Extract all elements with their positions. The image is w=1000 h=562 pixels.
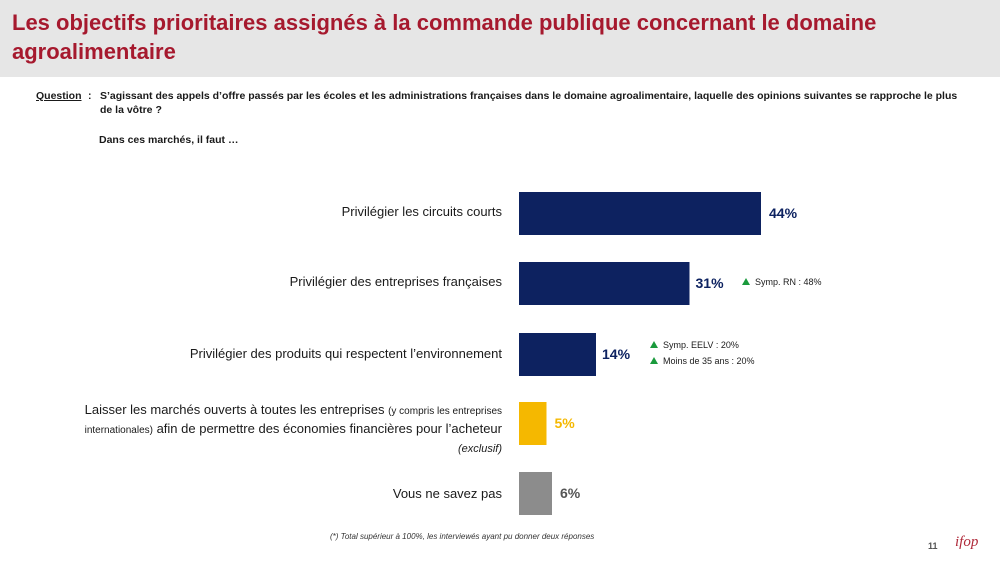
category-label-circuits-courts: Privilégier les circuits courts [341, 204, 502, 219]
bar-ne-savez-pas [519, 472, 552, 515]
category-label-marches-ouverts: Laisser les marchés ouverts à toutes les… [42, 401, 502, 458]
value-label-ne-savez-pas: 6% [560, 484, 581, 501]
category-label-marches-ouverts-line2: afin de permettre des économies financiè… [152, 421, 502, 436]
page-number: 11 [928, 541, 938, 551]
subhead: Dans ces marchés, il faut … [99, 134, 239, 146]
annotation-symp-eelv: Symp. EELV : 20% [650, 340, 739, 350]
question-text: S’agissant des appels d’offre passés par… [100, 90, 958, 116]
page-title: Les objectifs prioritaires assignés à la… [12, 10, 877, 64]
annotation-symp-rn: Symp. RN : 48% [742, 277, 822, 287]
category-label-marches-ouverts-note1: (y compris les entreprises [388, 406, 502, 417]
header-band [0, 0, 1000, 77]
value-label-environnement: 14% [602, 345, 631, 362]
ifop-logo: ifop [955, 534, 979, 550]
annotation-moins-35-ans-text: Moins de 35 ans : 20% [663, 356, 755, 366]
category-label-environnement: Privilégier des produits qui respectent … [189, 346, 502, 361]
category-label-entreprises-francaises: Privilégier des entreprises françaises [289, 274, 502, 289]
up-triangle-icon [650, 357, 658, 364]
value-label-entreprises-francaises: 31% [695, 274, 724, 291]
annotation-symp-rn-text: Symp. RN : 48% [755, 277, 822, 287]
up-triangle-icon [742, 278, 750, 285]
value-label-circuits-courts: 44% [769, 204, 798, 221]
bar-marches-ouverts [519, 402, 547, 445]
category-label-marches-ouverts-line3: (exclusif) [457, 443, 502, 455]
value-label-marches-ouverts: 5% [554, 414, 575, 431]
bar-environnement [519, 333, 596, 376]
question-colon: : [88, 90, 92, 102]
category-label-marches-ouverts-line1: Laisser les marchés ouverts à toutes les… [84, 402, 389, 417]
annotation-moins-35-ans: Moins de 35 ans : 20% [650, 356, 755, 366]
category-label-ne-savez-pas: Vous ne savez pas [392, 486, 502, 501]
bar-entreprises-francaises [519, 262, 690, 305]
question-label: Question [36, 90, 82, 102]
footnote: (*) Total supérieur à 100%, les intervie… [330, 532, 595, 541]
up-triangle-icon [650, 341, 658, 348]
annotation-symp-eelv-text: Symp. EELV : 20% [663, 340, 739, 350]
bar-circuits-courts [519, 192, 761, 235]
category-label-marches-ouverts-note2: internationales) [84, 425, 153, 436]
